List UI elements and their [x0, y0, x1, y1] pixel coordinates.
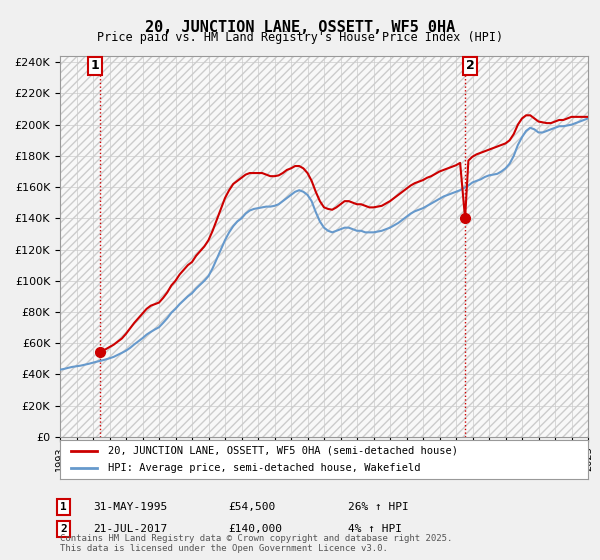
Text: 2: 2 — [466, 59, 475, 72]
Text: Price paid vs. HM Land Registry's House Price Index (HPI): Price paid vs. HM Land Registry's House … — [97, 31, 503, 44]
Text: 1: 1 — [60, 502, 67, 512]
Text: 1: 1 — [91, 59, 100, 72]
Text: 31-MAY-1995: 31-MAY-1995 — [93, 502, 167, 512]
Text: 21-JUL-2017: 21-JUL-2017 — [93, 524, 167, 534]
Text: 26% ↑ HPI: 26% ↑ HPI — [348, 502, 409, 512]
Text: £54,500: £54,500 — [228, 502, 275, 512]
Text: 20, JUNCTION LANE, OSSETT, WF5 0HA (semi-detached house): 20, JUNCTION LANE, OSSETT, WF5 0HA (semi… — [107, 446, 458, 456]
Text: 4% ↑ HPI: 4% ↑ HPI — [348, 524, 402, 534]
Text: £140,000: £140,000 — [228, 524, 282, 534]
Text: 2: 2 — [60, 524, 67, 534]
Text: HPI: Average price, semi-detached house, Wakefield: HPI: Average price, semi-detached house,… — [107, 463, 420, 473]
Text: Contains HM Land Registry data © Crown copyright and database right 2025.
This d: Contains HM Land Registry data © Crown c… — [60, 534, 452, 553]
Text: 20, JUNCTION LANE, OSSETT, WF5 0HA: 20, JUNCTION LANE, OSSETT, WF5 0HA — [145, 20, 455, 35]
